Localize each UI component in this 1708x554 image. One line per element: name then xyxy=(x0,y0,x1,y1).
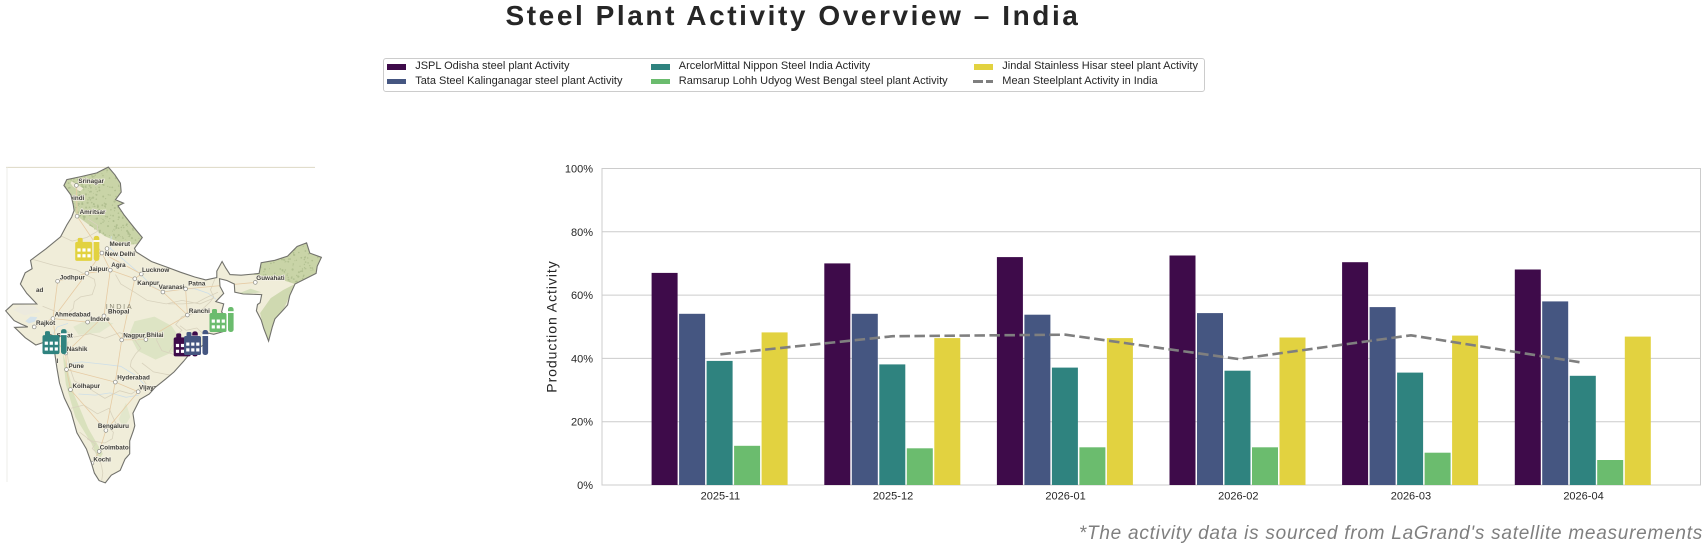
svg-text:Indore: Indore xyxy=(90,316,110,323)
svg-text:Kochi: Kochi xyxy=(93,457,111,464)
svg-text:Hyderabad: Hyderabad xyxy=(117,375,150,382)
svg-text:2026-01: 2026-01 xyxy=(1045,491,1085,503)
svg-text:20%: 20% xyxy=(571,417,593,429)
svg-text:80%: 80% xyxy=(571,227,593,239)
svg-text:0%: 0% xyxy=(577,480,593,492)
svg-text:100%: 100% xyxy=(565,164,593,176)
svg-text:Ahmedabad: Ahmedabad xyxy=(55,312,91,319)
svg-text:New Delhi: New Delhi xyxy=(105,251,135,258)
svg-text:Coimbatore: Coimbatore xyxy=(100,444,135,451)
svg-text:2026-04: 2026-04 xyxy=(1563,491,1603,503)
svg-text:Pune: Pune xyxy=(69,363,85,370)
svg-text:Production Activity: Production Activity xyxy=(544,260,560,392)
svg-text:Nagpur: Nagpur xyxy=(123,332,146,339)
svg-text:Ranchi: Ranchi xyxy=(189,308,210,315)
svg-text:Lucknow: Lucknow xyxy=(142,267,169,274)
svg-text:Bengaluru: Bengaluru xyxy=(98,423,129,430)
svg-text:Rajkot: Rajkot xyxy=(36,320,56,327)
svg-text:ad: ad xyxy=(36,287,44,294)
svg-text:Varanasi: Varanasi xyxy=(159,284,185,291)
svg-text:Nashik: Nashik xyxy=(67,346,88,353)
svg-text:Bhopal: Bhopal xyxy=(108,309,130,316)
svg-text:2026-03: 2026-03 xyxy=(1391,491,1431,503)
svg-text:Guwahati: Guwahati xyxy=(256,275,285,282)
svg-text:Kolhapur: Kolhapur xyxy=(73,383,101,390)
svg-text:2026-02: 2026-02 xyxy=(1218,491,1258,503)
svg-text:INDIA: INDIA xyxy=(106,302,133,311)
svg-text:Patna: Patna xyxy=(188,280,206,287)
svg-text:Amritsar: Amritsar xyxy=(80,209,106,216)
svg-text:Bhilai: Bhilai xyxy=(146,332,163,339)
svg-text:Jodhpur: Jodhpur xyxy=(60,275,86,282)
svg-text:Agra: Agra xyxy=(111,262,126,269)
svg-text:Jaipur: Jaipur xyxy=(89,266,108,273)
svg-text:Meerut: Meerut xyxy=(110,241,132,248)
svg-text:60%: 60% xyxy=(571,290,593,302)
svg-text:2025-11: 2025-11 xyxy=(701,491,741,503)
svg-text:Vijayawada: Vijayawada xyxy=(139,385,173,392)
svg-text:alpindi: alpindi xyxy=(64,195,85,202)
svg-text:2025-12: 2025-12 xyxy=(873,491,913,503)
svg-text:Srinagar: Srinagar xyxy=(78,178,104,185)
svg-text:Kanpur: Kanpur xyxy=(137,280,160,287)
svg-text:40%: 40% xyxy=(571,353,593,365)
